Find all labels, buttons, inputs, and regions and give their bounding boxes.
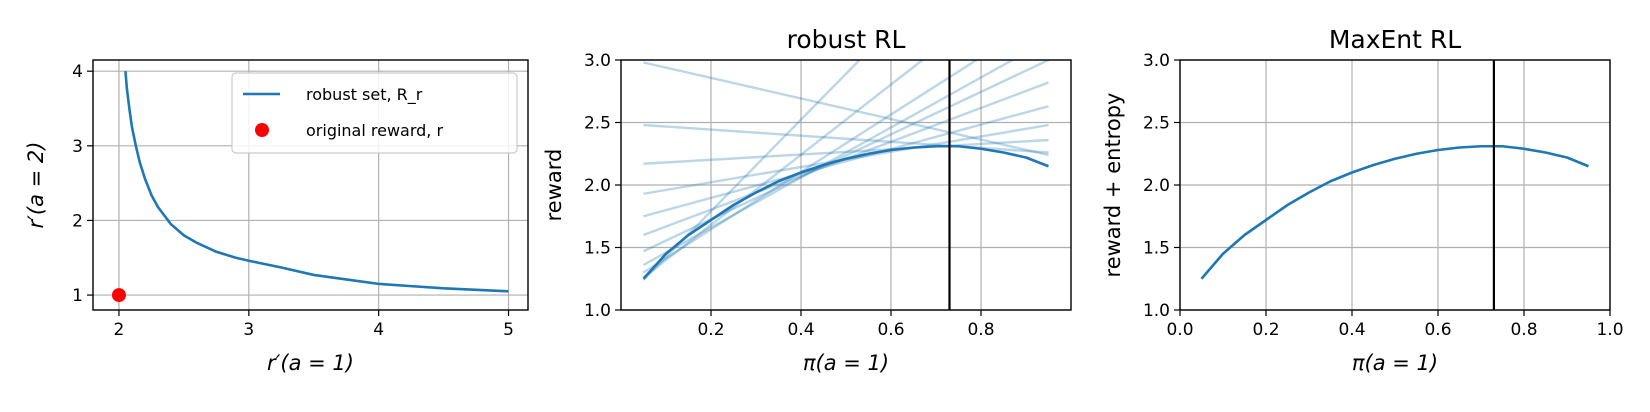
y-tick-label: 3.0 xyxy=(1143,51,1170,71)
x-axis-label: π(a = 1) xyxy=(803,351,889,375)
x-tick-label: 5 xyxy=(503,320,514,340)
y-axis-label: reward xyxy=(542,149,566,222)
legend-box xyxy=(231,72,518,154)
x-tick-label: 0.0 xyxy=(1166,320,1193,340)
x-tick-label: 1.0 xyxy=(1596,320,1623,340)
y-tick-label: 4 xyxy=(72,62,83,82)
x-tick-label: 0.2 xyxy=(697,320,724,340)
y-tick-label: 2.0 xyxy=(1143,176,1170,196)
y-tick-label: 1.0 xyxy=(584,301,611,321)
robust-rl-plot: 0.2 0.4 0.6 0.8 1.0 1.5 2.0 2.5 3.0 robust RL π(a … xyxy=(542,25,1072,375)
x-tick-label: 0.6 xyxy=(877,320,904,340)
plot-data-area xyxy=(642,60,1050,281)
maxent-rl-plot: 0.0 0.2 0.4 0.6 0.8 1.0 1.0 1.5 2.0 2.5 3.0 MaxEnt … xyxy=(1101,25,1624,375)
reward-curve xyxy=(1200,144,1589,280)
robust-set-curve xyxy=(124,71,509,293)
tangent-line xyxy=(642,60,1050,253)
y-tick-label: 2.5 xyxy=(584,114,611,134)
plot-data-area xyxy=(1200,144,1589,280)
y-tick-label: 2.0 xyxy=(584,176,611,196)
y-axis-label: r′(a = 2) xyxy=(24,142,48,229)
tangent-line xyxy=(642,60,924,279)
y-axis-label: reward + entropy xyxy=(1101,93,1125,278)
x-tick-label: 0.2 xyxy=(1252,320,1279,340)
x-tick-label: 0.4 xyxy=(787,320,814,340)
plot-frame xyxy=(620,59,1072,311)
x-axis-label: π(a = 1) xyxy=(1352,351,1438,375)
tangent-line xyxy=(642,60,978,274)
x-tick-label: 0.8 xyxy=(967,320,994,340)
x-tick-label: 4 xyxy=(373,320,384,340)
plot-data-area xyxy=(124,71,509,293)
tangent-line xyxy=(643,138,1049,165)
y-tick-label: 1.5 xyxy=(584,239,611,259)
robust-set-plot: 2 3 4 5 1 2 3 4 r′(a = 1) r′(a = 2) robust set, R_… xyxy=(24,59,529,375)
reward-curve xyxy=(642,144,1049,280)
x-tick-label: 3 xyxy=(243,320,254,340)
plot-title: MaxEnt RL xyxy=(1329,25,1461,54)
x-axis-label: r′(a = 1) xyxy=(267,351,354,375)
legend-label: original reward, r xyxy=(306,121,443,140)
plot-frame xyxy=(92,59,529,311)
original-reward-point xyxy=(111,288,126,303)
y-tick-label: 1.0 xyxy=(1143,301,1170,321)
y-tick-label: 1 xyxy=(72,286,83,306)
y-tick-label: 2 xyxy=(72,211,83,231)
x-tick-label: 2 xyxy=(114,320,125,340)
plot-frame xyxy=(1179,59,1611,311)
x-tick-label: 0.4 xyxy=(1338,320,1365,340)
tangent-line xyxy=(643,105,1049,218)
x-tick-label: 0.8 xyxy=(1510,320,1537,340)
y-tick-label: 2.5 xyxy=(1143,114,1170,134)
legend-label: robust set, R_r xyxy=(306,85,423,105)
plot-title: robust RL xyxy=(787,25,906,54)
tangent-line xyxy=(643,61,1049,157)
y-tick-label: 3 xyxy=(72,137,83,157)
legend-dot-swatch xyxy=(255,123,269,137)
y-tick-label: 3.0 xyxy=(584,51,611,71)
x-tick-label: 0.6 xyxy=(1424,320,1451,340)
tangent-line xyxy=(643,123,1049,154)
legend: robust set, R_r original reward, r xyxy=(231,72,518,154)
y-tick-label: 1.5 xyxy=(1143,239,1170,259)
